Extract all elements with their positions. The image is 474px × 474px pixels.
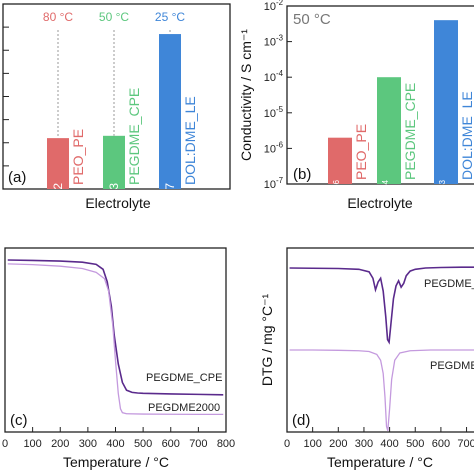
bar-b-value-2: 4×10-3 bbox=[438, 179, 453, 211]
panel-c-xtick-label-4: 400 bbox=[106, 438, 124, 450]
panel-c-xtick-label-3: 300 bbox=[79, 438, 97, 450]
panel-d-frame bbox=[286, 247, 474, 433]
panel-b-title: 50 °C bbox=[293, 11, 331, 28]
panel-d-ylabel: DTG / mg °C⁻¹ bbox=[259, 294, 275, 387]
bar-a-temp-1: 50 °C bbox=[99, 10, 129, 24]
series-c-1 bbox=[7, 263, 224, 416]
panel-d-lines bbox=[289, 266, 474, 432]
bar-a-temp-2: 25 °C bbox=[155, 10, 185, 24]
panel-d-label: (d) bbox=[292, 412, 310, 429]
bar-b-value-0: 2×10-6 bbox=[332, 179, 347, 211]
bar-b-cat-0: PEO_PE bbox=[353, 124, 369, 180]
panel-d-xlabel: Temperature / °C bbox=[327, 454, 433, 470]
panel-b-ytick-label-0-exp: -7 bbox=[276, 176, 283, 185]
panel-b-ytick-label-0: 10-7 bbox=[264, 176, 283, 191]
panel-d-ticks: 0 100 200 300 400 500 600 700 bbox=[284, 427, 474, 450]
bar-b-cat-2: DOL:DME_LE bbox=[459, 91, 474, 180]
legend-d-pegdme2000: PEGDME2000 bbox=[430, 360, 474, 372]
panel-c-xtick-label-2: 200 bbox=[51, 438, 69, 450]
panel-c-xtick-label-6: 600 bbox=[162, 438, 180, 450]
bar-b-value-1-base: 1×10 bbox=[384, 187, 396, 212]
bar-a-value-1: 0.23 bbox=[107, 183, 121, 207]
panel-b-ytick-label-3-exp: -4 bbox=[276, 69, 284, 78]
panel-c-xtick-label-0: 0 bbox=[2, 438, 8, 450]
bar-a-cat-1: PEGDME_CPE bbox=[126, 88, 142, 185]
bar-a-cat-0: PEO_PE bbox=[70, 129, 86, 185]
panel-b-ytick-label-2-base: 10 bbox=[264, 108, 276, 120]
bar-b-value-0-exp: -6 bbox=[332, 179, 341, 187]
bar-b-1 bbox=[377, 77, 401, 184]
panel-b-bars: 2×10-6 PEO_PE 1×10-4 PEGDME_CPE 4×10-3 DOL:DM… bbox=[328, 20, 474, 212]
panel-b-ytick-label-4-exp: -3 bbox=[276, 34, 284, 43]
panel-b-ytick-label-0-base: 10 bbox=[264, 179, 276, 191]
bar-a-cat-2: DOL:DME_LE bbox=[182, 96, 198, 185]
panel-d-xtick-label-3: 300 bbox=[355, 438, 373, 450]
bar-b-2 bbox=[434, 20, 458, 185]
panel-b-ytick-label-1-base: 10 bbox=[264, 143, 276, 155]
legend-d-pegdme-cpe: PEGDME_CPE bbox=[424, 278, 474, 290]
legend-pegdme2000: PEGDME2000 bbox=[148, 402, 220, 414]
bar-b-value-2-exp: -3 bbox=[438, 179, 447, 187]
panel-b-label: (b) bbox=[293, 166, 311, 183]
panel-c-xlabel: Temperature / °C bbox=[63, 454, 169, 470]
panel-c-xtick-label-1: 100 bbox=[23, 438, 41, 450]
panel-c-xtick-label-7: 700 bbox=[189, 438, 207, 450]
bar-b-value-0-base: 2×10 bbox=[335, 187, 347, 212]
panel-b-ytick-label-4: 10-3 bbox=[264, 34, 284, 49]
panel-d: 0 100 200 300 400 500 600 700 PEGDME_CPE PEGDME… bbox=[259, 247, 474, 470]
panel-c-xtick-label-8: 800 bbox=[217, 438, 235, 450]
panel-a-bars: 80 °C 0.22 PEO_PE 50 °C 0.23 PEGDME_CPE 25 °C 0… bbox=[43, 10, 198, 206]
bar-b-cat-1: PEGDME_CPE bbox=[402, 83, 418, 180]
panel-b-ytick-label-3-base: 10 bbox=[264, 72, 276, 84]
bar-b-value-1-exp: -4 bbox=[381, 179, 390, 187]
series-d-0 bbox=[289, 266, 474, 345]
panel-c-label: (c) bbox=[10, 412, 28, 429]
panel-b-ytick-label-1: 10-6 bbox=[264, 140, 284, 155]
panel-c: 0 100 200 300 400 500 600 700 800 PEGDME_CPE PEG… bbox=[2, 247, 235, 470]
panel-a-ticks bbox=[3, 3, 9, 167]
series-c-0 bbox=[7, 259, 224, 396]
panel-b-ytick-label-5: 10-2 bbox=[264, 0, 283, 13]
panel-b-ytick-label-4-base: 10 bbox=[264, 37, 276, 49]
panel-d-xtick-label-1: 100 bbox=[303, 438, 321, 450]
panel-b-ylabel: Conductivity / S cm⁻¹ bbox=[238, 29, 254, 161]
panel-b-ticks: 10-710-610-510-410-310-2 bbox=[264, 0, 292, 191]
panel-d-xtick-label-0: 0 bbox=[284, 438, 290, 450]
bar-b-value-1: 1×10-4 bbox=[381, 179, 396, 211]
panel-d-xtick-label-4: 400 bbox=[380, 438, 398, 450]
panel-b-ytick-label-3: 10-4 bbox=[264, 69, 284, 84]
panel-c-xtick-label-5: 500 bbox=[134, 438, 152, 450]
bar-b-0 bbox=[328, 137, 352, 184]
panel-a-xlabel: Electrolyte bbox=[85, 195, 151, 211]
series-d-1 bbox=[289, 349, 474, 432]
legend-pegdme-cpe: PEGDME_CPE bbox=[146, 372, 222, 384]
bar-a-value-0: 0.22 bbox=[51, 183, 65, 207]
panel-d-xtick-label-2: 200 bbox=[329, 438, 347, 450]
panel-b-ytick-label-5-exp: -2 bbox=[276, 0, 283, 7]
panel-d-xtick-label-6: 600 bbox=[432, 438, 450, 450]
panel-c-ticks: 0 100 200 300 400 500 600 700 800 bbox=[2, 427, 235, 450]
panel-b-ytick-label-1-exp: -6 bbox=[276, 140, 284, 149]
bar-a-0 bbox=[47, 138, 69, 189]
panel-d-xtick-label-7: 700 bbox=[457, 438, 474, 450]
panel-a: 80 °C 0.22 PEO_PE 50 °C 0.23 PEGDME_CPE 25 °C 0… bbox=[2, 3, 231, 211]
panel-a-label: (a) bbox=[8, 169, 26, 186]
panel-b-ytick-label-2: 10-5 bbox=[264, 105, 284, 120]
panel-c-lines bbox=[7, 259, 224, 416]
panel-b-ytick-label-2-exp: -5 bbox=[276, 105, 284, 114]
bar-a-value-2: 0.67 bbox=[163, 183, 177, 207]
panel-d-xtick-label-5: 500 bbox=[406, 438, 424, 450]
bar-b-value-2-base: 4×10 bbox=[441, 187, 453, 212]
panel-b-ytick-label-5-base: 10 bbox=[264, 1, 276, 13]
bar-a-1 bbox=[103, 135, 125, 189]
panel-b: 10-710-610-510-410-310-2 2×10-6PEO_PE1×1… bbox=[238, 0, 474, 212]
bar-a-temp-0: 80 °C bbox=[43, 10, 73, 24]
bar-a-2 bbox=[159, 34, 181, 189]
panel-b-xlabel: Electrolyte bbox=[347, 195, 413, 211]
